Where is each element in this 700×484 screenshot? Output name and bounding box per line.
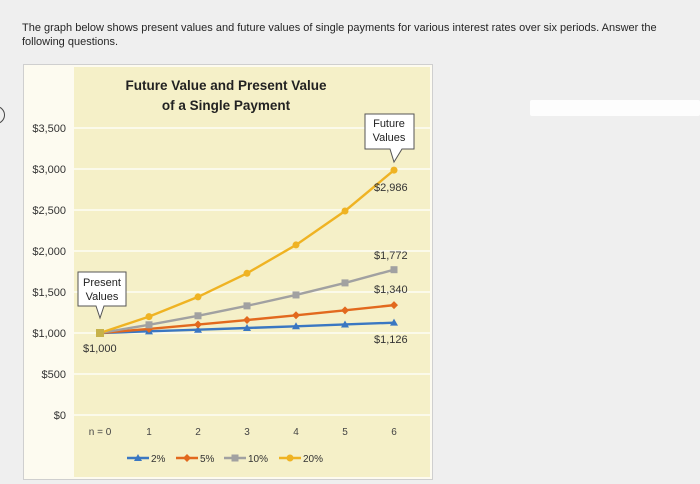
data-point-10 xyxy=(292,291,300,299)
data-point-2 xyxy=(341,320,349,328)
y-tick-label: $0 xyxy=(54,410,66,422)
chart-title-line2: of a Single Payment xyxy=(162,98,291,113)
x-tick-label: 1 xyxy=(146,427,152,438)
y-tick-label: $2,000 xyxy=(32,246,66,258)
present-callout-line2: Values xyxy=(86,291,119,303)
side-highlight-bar xyxy=(530,100,700,116)
data-point-5 xyxy=(243,316,251,325)
future-callout-line1: Future xyxy=(373,118,405,130)
y-tick-label: $500 xyxy=(42,369,66,381)
data-point-5 xyxy=(341,306,349,315)
data-point-5 xyxy=(292,311,300,320)
legend-label-5: 5% xyxy=(200,454,215,465)
end-label-5: $1,340 xyxy=(374,284,408,296)
data-point-10 xyxy=(341,279,349,287)
legend-label-2: 2% xyxy=(151,454,166,465)
present-callout-line1: Present xyxy=(83,277,121,289)
data-point-20 xyxy=(243,269,251,277)
data-point-2 xyxy=(194,325,202,333)
data-point-5 xyxy=(194,320,202,329)
future-callout-line2: Values xyxy=(373,132,406,144)
question-intro-text: The graph below shows present values and… xyxy=(22,22,657,48)
legend-marker-5 xyxy=(183,454,191,462)
x-axis: n = 0 1 2 3 4 5 6 xyxy=(89,427,397,438)
legend-label-20: 20% xyxy=(303,454,323,465)
data-point-20 xyxy=(145,313,153,321)
end-label-2: $1,126 xyxy=(374,334,408,346)
future-values-callout: Future Values xyxy=(364,113,415,164)
data-point-10 xyxy=(390,266,398,274)
legend: 2% 5% 10% 20% xyxy=(127,454,323,465)
data-point-10 xyxy=(194,312,202,320)
data-point-20 xyxy=(390,166,398,174)
y-axis: $3,500 $3,000 $2,500 $2,000 $1,500 $1,000 $500… xyxy=(32,123,66,422)
end-label-20: $2,986 xyxy=(374,182,408,194)
data-point-2 xyxy=(292,322,300,330)
x-tick-label: 3 xyxy=(244,427,250,438)
data-point-10 xyxy=(243,302,251,310)
y-tick-label: $1,500 xyxy=(32,287,66,299)
legend-marker-2 xyxy=(134,454,142,461)
start-value-label: $1,000 xyxy=(83,343,117,355)
data-point-2 xyxy=(243,323,251,331)
x-tick-label: 6 xyxy=(391,427,397,438)
x-tick-label: 2 xyxy=(195,427,201,438)
present-values-callout: Present Values xyxy=(77,271,127,320)
x-tick-label: 4 xyxy=(293,427,299,438)
data-point-5 xyxy=(390,301,398,310)
data-point-10 xyxy=(145,321,153,329)
y-tick-label: $2,500 xyxy=(32,205,66,217)
legend-marker-10 xyxy=(231,454,239,462)
y-tick-label: $1,000 xyxy=(32,328,66,340)
data-point-20 xyxy=(341,207,349,215)
y-tick-label: $3,000 xyxy=(32,164,66,176)
legend-marker-20 xyxy=(286,454,294,462)
legend-label-10: 10% xyxy=(248,454,268,465)
data-point-start xyxy=(96,329,104,337)
end-label-10: $1,772 xyxy=(374,250,408,262)
series-markers xyxy=(96,166,398,337)
data-point-2 xyxy=(390,318,398,326)
data-point-20 xyxy=(292,241,300,249)
data-point-20 xyxy=(194,293,202,301)
chart-title-line1: Future Value and Present Value xyxy=(125,78,327,93)
x-tick-label: n = 0 xyxy=(89,427,112,438)
x-tick-label: 5 xyxy=(342,427,348,438)
y-tick-label: $3,500 xyxy=(32,123,66,135)
grid-lines xyxy=(74,127,430,416)
